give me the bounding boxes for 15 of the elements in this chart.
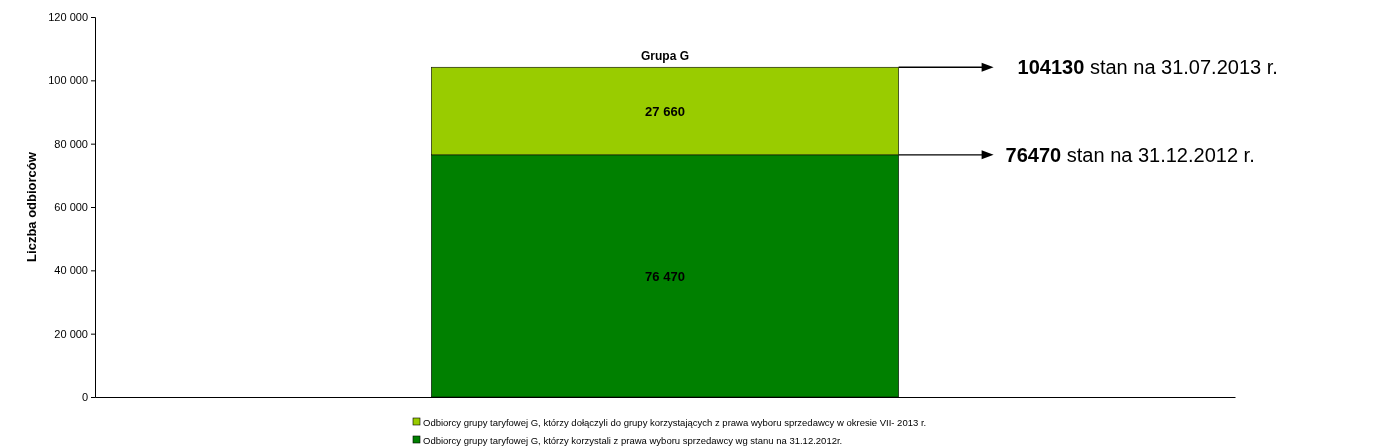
data-label: 76 470 — [645, 268, 685, 284]
y-tick-label: 0 — [81, 391, 88, 404]
y-tick-label: 120 000 — [48, 11, 88, 24]
y-tick-label: 60 000 — [54, 201, 88, 214]
annotation: 104130 stan na 31.07.2013 r. — [1017, 56, 1278, 79]
y-tick-label: 20 000 — [54, 327, 88, 340]
y-tick-label: 100 000 — [48, 74, 88, 87]
y-tick-label: 40 000 — [54, 264, 88, 277]
data-label: 27 660 — [645, 104, 685, 120]
legend-label: Odbiorcy grupy taryfowej G, którzy korzystali z prawa wyboru sprzedawcy wg stanu na 31.12.2012r. — [423, 434, 843, 446]
legend-label: Odbiorcy grupy taryfowej G, którzy dołączyli do grupy korzystających z prawa wyboru sprzedawcy w okresie VII- 2013 r. — [423, 416, 927, 428]
y-axis-title: Liczba odbiorców — [24, 151, 39, 262]
text: Grupa G — [640, 49, 690, 63]
y-tick-label: 80 000 — [54, 137, 88, 150]
annotation: 76470 stan na 31.12.2012 r. — [1005, 143, 1255, 166]
